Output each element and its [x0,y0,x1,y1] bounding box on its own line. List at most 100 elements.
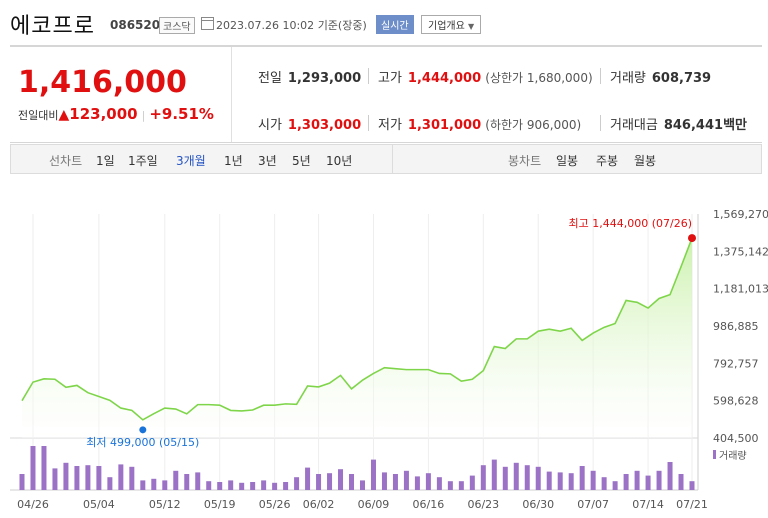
volume-bar [645,475,651,490]
volume-bar [678,474,684,490]
volume-bar [206,481,212,490]
tab-1d[interactable]: 1일 [96,154,115,168]
stock-name: 에코프로 [10,14,95,39]
tab-3y[interactable]: 3년 [258,154,277,168]
line-chart-label: 선차트 [49,154,83,168]
high-marker [688,234,696,243]
volume-bar [140,480,146,490]
price-line [21,237,693,421]
tab-1w[interactable]: 1주일 [128,154,158,168]
volume-bar [184,474,190,490]
quote-panel: 1,416,000 전일대비▲123,000 | +9.51% 전일 1,293,00… [10,45,762,143]
volume-bar [524,465,530,490]
x-tick-label: 06/09 [358,498,390,511]
volume-bar [151,478,157,490]
trade-amount: 거래대금 846,441백만 [610,118,747,133]
tab-5y[interactable]: 5년 [292,154,311,168]
volume-bar [272,482,278,490]
market-badge: 코스닥 [159,17,195,34]
prev-close: 전일 1,293,000 [258,71,362,86]
price-chart: 1,569,270 1,375,142 1,181,013 986,885 792,75… [10,208,768,511]
tab-1y[interactable]: 1년 [224,154,243,168]
volume-bar [217,482,223,490]
corp-info-dropdown[interactable]: 기업개요 ▼ [421,15,482,34]
volume-bar [480,465,486,490]
volume-bar [546,471,552,490]
high-price: 고가 1,444,000 (상한가 1,680,000) [378,71,593,86]
volume-bar [129,466,135,490]
change-amount: 123,000 [69,105,138,123]
realtime-button[interactable]: 실시간 [376,15,414,34]
open-price: 시가 1,303,000 [258,118,362,133]
volume-bar [41,446,47,490]
volume-bar [447,481,453,490]
volume-bar [327,473,333,490]
tab-weekly[interactable]: 주봉 [596,154,619,168]
current-price: 1,416,000 [18,65,187,100]
y-tick-label: 598,628 [713,395,759,408]
x-tick-label: 06/16 [413,498,445,511]
x-tick-label: 05/12 [149,498,181,511]
volume-bar [30,446,36,490]
x-tick-label: 05/04 [83,498,115,511]
y-tick-label: 1,569,270 [713,208,768,221]
volume-bar [502,466,508,490]
volume-bar [250,482,256,490]
volume-bar [414,476,420,490]
tab-3m[interactable]: 3개월 [176,154,206,168]
volume-bar [612,481,618,490]
volume-bar [689,481,695,490]
y-tick-label: 1,181,013 [713,283,768,296]
volume-bar [601,477,607,490]
x-tick-label: 07/14 [632,498,664,511]
volume-bar [491,459,497,490]
volume-bar [590,470,596,490]
volume-bar [118,464,124,490]
volume-bar [74,466,80,490]
y-tick-label: 792,757 [713,357,759,370]
volume-bar [173,470,179,490]
change-row: 전일대비▲123,000 | +9.51% [18,105,214,123]
x-tick-label: 06/23 [467,498,499,511]
volume-bar [623,474,629,490]
volume-bar [316,474,322,490]
high-annotation: 최고 1,444,000 (07/26) [569,217,693,230]
x-tick-label: 06/02 [303,498,335,511]
volume-bar [63,462,69,490]
tab-daily[interactable]: 일봉 [556,154,579,168]
volume-bar [392,474,398,490]
volume-legend: 거래량 [719,450,747,462]
volume-bar [535,466,541,490]
up-arrow-icon: ▲ [58,107,70,123]
volume-bar [579,466,585,490]
volume-bar [513,462,519,490]
y-tick-label: 1,375,142 [713,245,768,258]
x-tick-label: 05/19 [204,498,236,511]
change-percent: +9.51% [149,105,214,123]
volume-bar [162,480,168,490]
x-tick-label: 04/26 [17,498,49,511]
volume-bar [349,474,355,490]
volume-bar [667,462,673,490]
quote-date: 2023.07.26 10:02 기준(장중) [216,19,367,32]
stock-header: 에코프로 086520 코스닥 2023.07.26 10:02 기준(장중) … [0,0,768,44]
volume-bar [403,470,409,490]
volume-bar [85,465,91,490]
volume-bar [557,472,563,490]
volume-bar [19,474,25,490]
y-tick-label: 986,885 [713,320,759,333]
low-annotation: 최저 499,000 (05/15) [86,436,199,449]
volume-bar [228,480,234,490]
candle-chart-label: 봉차트 [508,154,542,168]
volume-bar [294,477,300,490]
tab-10y[interactable]: 10년 [326,154,353,168]
volume-bar [568,473,574,490]
volume-bar [656,470,662,490]
stock-code: 086520 [110,18,161,32]
volume-bar [425,473,431,490]
volume-bar [338,469,344,490]
price-area [22,238,692,438]
volume-bar [370,459,376,490]
tab-monthly[interactable]: 월봉 [634,154,657,168]
volume-bar [634,470,640,490]
